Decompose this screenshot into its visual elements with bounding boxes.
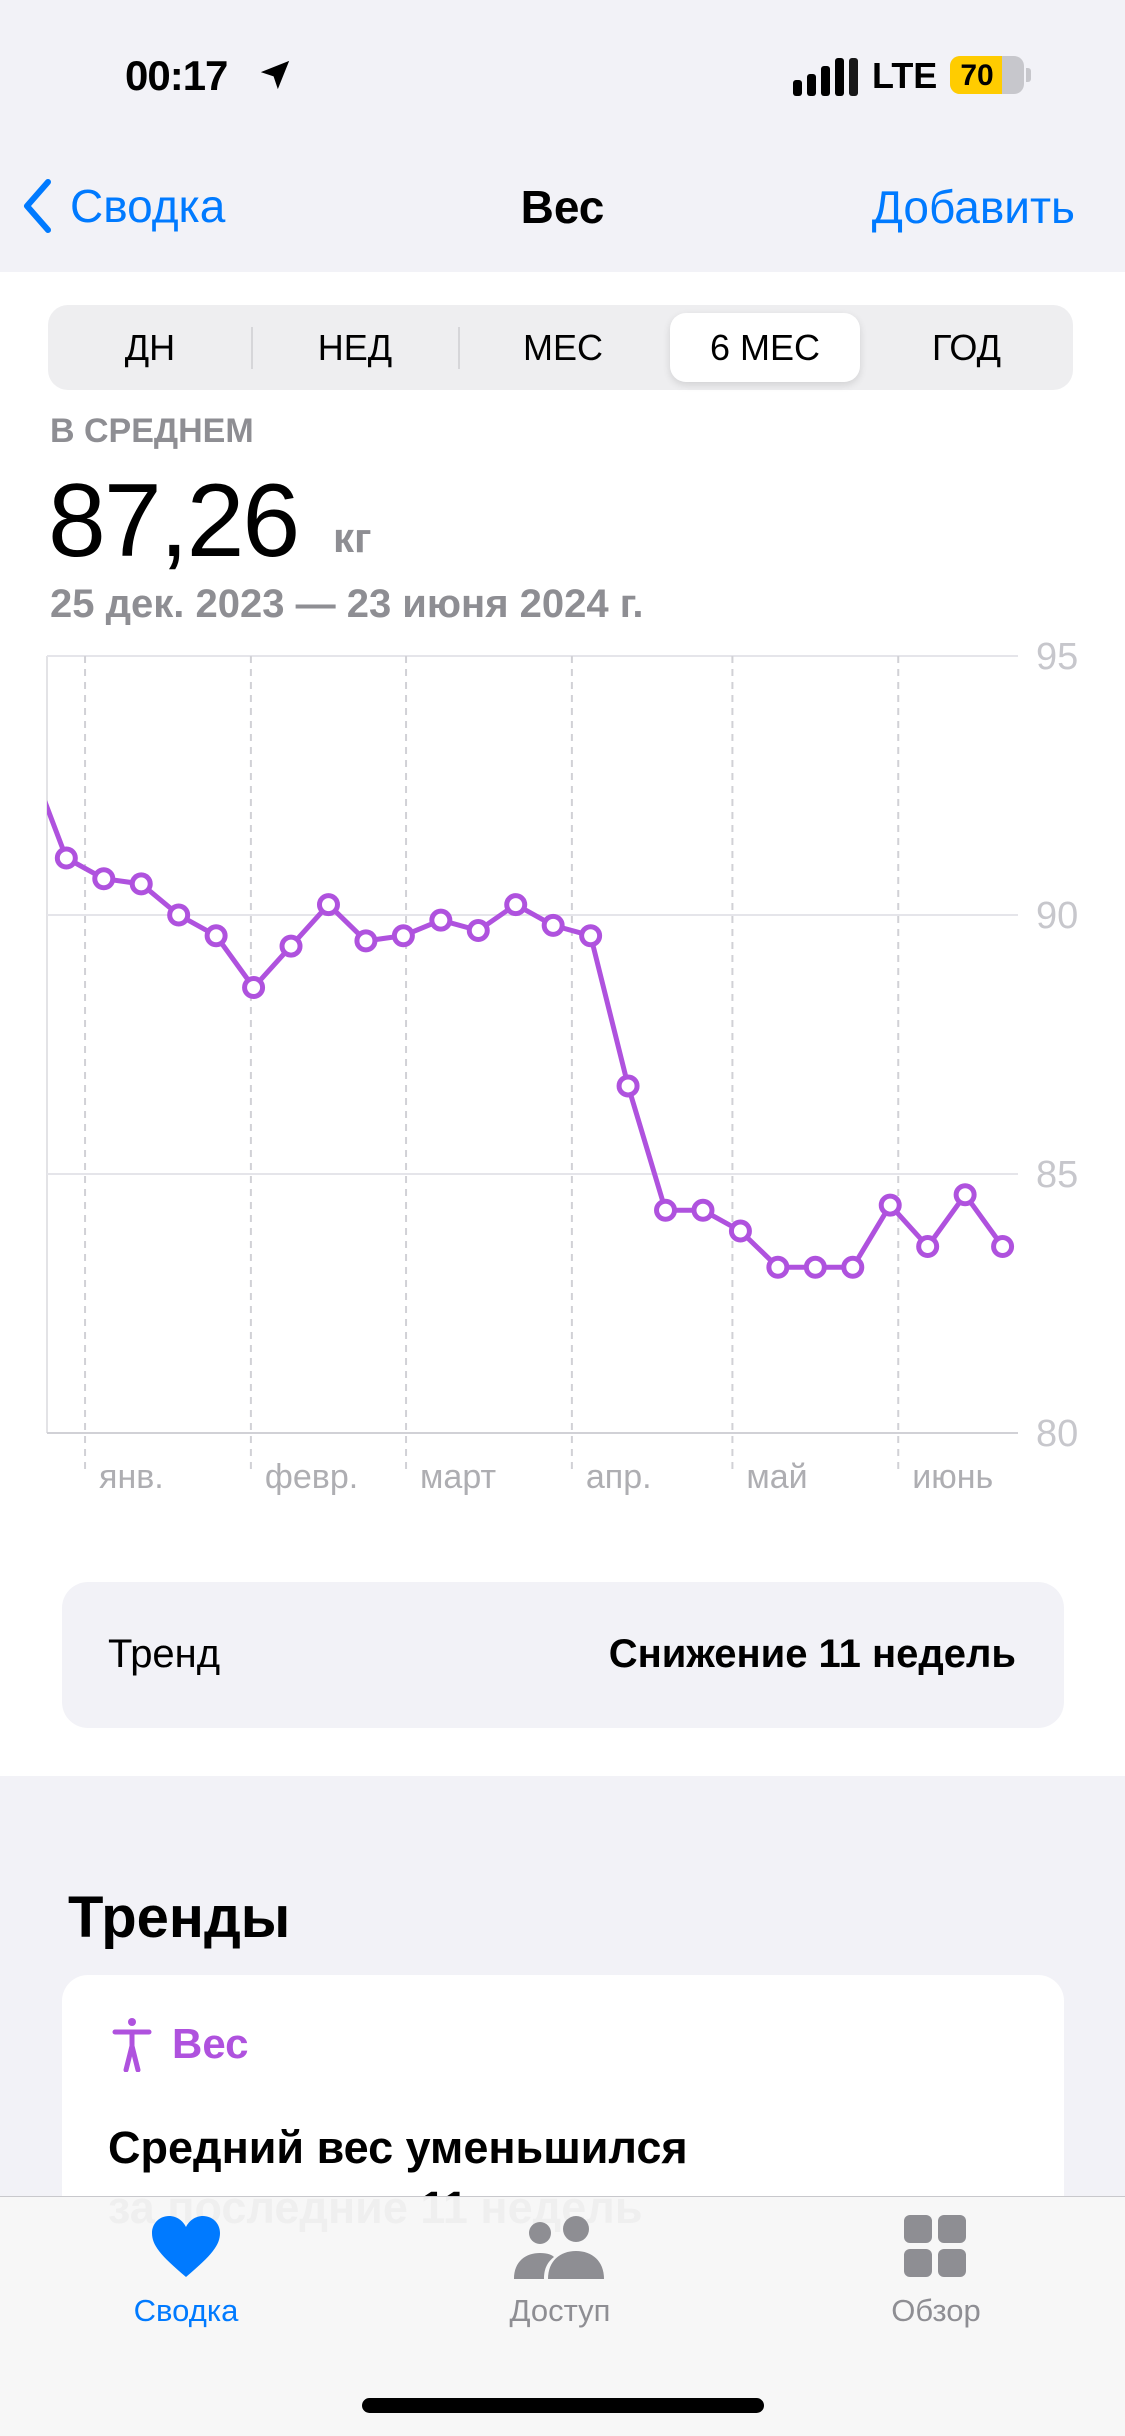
y-tick-label: 95 <box>1036 640 1078 678</box>
tab-bar: Сводка Доступ Обзор <box>0 2196 1125 2436</box>
data-point <box>316 893 340 917</box>
data-point <box>616 1074 640 1098</box>
y-tick-label: 85 <box>1036 1154 1078 1196</box>
data-point <box>991 1235 1015 1259</box>
tab-summary[interactable]: Сводка <box>56 2215 316 2329</box>
segment-selection <box>670 313 860 382</box>
chevron-left-icon <box>24 179 51 233</box>
data-point <box>504 893 528 917</box>
status-time: 00:17 <box>125 52 228 99</box>
data-point <box>766 1255 790 1279</box>
heart-icon <box>152 2216 220 2277</box>
data-point <box>54 846 78 870</box>
trend-card-title-text: Вес <box>172 2020 249 2067</box>
data-point <box>204 924 228 948</box>
x-tick-label: май <box>746 1458 807 1496</box>
x-tick-label: февр. <box>265 1458 358 1496</box>
trend-value: Снижение 11 недель <box>608 1632 1016 1676</box>
data-point <box>841 1255 865 1279</box>
average-value: 87,26 <box>48 463 300 579</box>
back-button[interactable]: Сводка <box>22 178 225 234</box>
data-point <box>728 1219 752 1243</box>
tab-label: Обзор <box>891 2293 981 2328</box>
data-point <box>391 924 415 948</box>
location-arrow-icon <box>260 60 290 90</box>
page-title: Вес <box>520 181 605 233</box>
x-tick-label: апр. <box>586 1458 652 1496</box>
data-point <box>953 1183 977 1207</box>
average-label: В СРЕДНЕМ <box>50 412 254 450</box>
main-panel <box>0 272 1125 1776</box>
divider <box>251 327 253 369</box>
battery-nub <box>1026 68 1031 82</box>
add-button[interactable]: Добавить <box>871 181 1075 233</box>
period-segmented-control: ДН НЕД МЕС 6 МЕС ГОД <box>48 305 1073 390</box>
data-point <box>878 1193 902 1217</box>
x-tick-label: янв. <box>99 1458 164 1496</box>
x-tick-label: март <box>420 1458 496 1496</box>
average-unit: кг <box>333 514 372 561</box>
people-icon <box>514 2216 604 2279</box>
segment-6-months[interactable]: 6 МЕС <box>709 326 821 368</box>
date-range: 25 дек. 2023 — 23 июня 2024 г. <box>50 582 644 626</box>
segment-month[interactable]: МЕС <box>523 326 603 368</box>
grid-icon <box>904 2215 966 2277</box>
data-point <box>541 913 565 937</box>
data-point <box>466 919 490 943</box>
trend-row[interactable]: Тренд Снижение 11 недель <box>62 1582 1064 1728</box>
segment-day[interactable]: ДН <box>124 326 176 368</box>
tab-label: Доступ <box>509 2293 611 2328</box>
headline-line-1: Средний вес уменьшился <box>108 2122 688 2173</box>
back-label: Сводка <box>70 180 226 232</box>
segment-year[interactable]: ГОД <box>931 326 1002 368</box>
divider <box>458 327 460 369</box>
trends-heading: Тренды <box>68 1885 291 1950</box>
trend-label: Тренд <box>108 1632 221 1676</box>
data-point <box>916 1235 940 1259</box>
x-tick-label: июнь <box>912 1458 993 1496</box>
data-point <box>92 867 116 891</box>
battery-level: 70 <box>960 59 994 92</box>
home-indicator[interactable] <box>362 2398 764 2413</box>
segment-week[interactable]: НЕД <box>317 326 393 368</box>
y-tick-label: 80 <box>1036 1413 1078 1455</box>
tab-sharing[interactable]: Доступ <box>430 2215 690 2329</box>
data-point <box>691 1198 715 1222</box>
weight-chart[interactable]: 95 90 85 80 янв. февр. март апр. май июнь <box>0 640 1125 1520</box>
y-tick-label: 90 <box>1036 895 1078 937</box>
data-point <box>242 976 266 1000</box>
data-point <box>803 1255 827 1279</box>
figure-icon <box>112 2018 152 2072</box>
data-point <box>654 1198 678 1222</box>
data-point <box>129 872 153 896</box>
top-bar: 00:17 LTE 70 Сводка Вес Добавить <box>0 0 1125 272</box>
network-type: LTE <box>872 55 938 96</box>
data-point <box>279 934 303 958</box>
weight-series-line <box>47 800 1005 1270</box>
data-point <box>579 924 603 948</box>
data-point <box>429 908 453 932</box>
tab-browse[interactable]: Обзор <box>806 2215 1066 2329</box>
data-point <box>167 903 191 927</box>
tab-label: Сводка <box>133 2293 239 2328</box>
battery-icon: 70 <box>950 56 1024 94</box>
trend-card-title: Вес <box>112 2016 249 2072</box>
signal-icon <box>793 58 858 96</box>
data-point <box>354 929 378 953</box>
